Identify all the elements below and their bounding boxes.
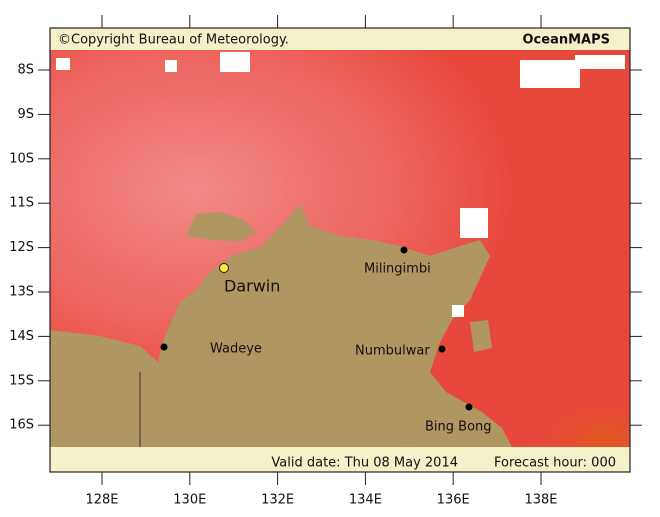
city-marker	[219, 263, 229, 273]
place-label: Milingimbi	[364, 262, 431, 277]
place-marker	[400, 246, 408, 254]
lon-label: 138E	[524, 493, 557, 508]
place-marker	[438, 345, 446, 353]
lat-label: 10S	[9, 151, 34, 166]
lat-label: 15S	[9, 373, 34, 388]
lon-label: 136E	[437, 493, 470, 508]
valid-date: Valid date: Thu 08 May 2014	[271, 456, 458, 471]
lat-label: 9S	[17, 107, 34, 122]
brand: OceanMAPS	[523, 33, 611, 48]
lat-label: 11S	[9, 196, 34, 211]
place-label: Wadeye	[210, 342, 262, 357]
copyright: ©Copyright Bureau of Meteorology.	[58, 33, 289, 48]
places: Darwin Milingimbi Wadeye Numbulwar Bing …	[160, 246, 492, 435]
place-label: Bing Bong	[425, 420, 492, 435]
map-area	[50, 50, 630, 447]
island	[470, 320, 492, 352]
lon-label: 132E	[261, 493, 294, 508]
lon-label: 134E	[349, 493, 382, 508]
island	[186, 212, 256, 242]
land	[50, 204, 512, 447]
place-label: Darwin	[224, 277, 280, 296]
no-data	[56, 52, 625, 317]
place-label: Numbulwar	[355, 344, 430, 359]
lat-label: 8S	[17, 63, 34, 78]
lat-label: 13S	[9, 285, 34, 300]
lat-label: 16S	[9, 418, 34, 433]
lon-label: 128E	[85, 493, 118, 508]
footer-band	[50, 447, 630, 472]
frame	[49, 27, 631, 473]
place-marker	[465, 403, 473, 411]
lat-label: 12S	[9, 240, 34, 255]
header-band	[50, 28, 630, 50]
lat-label: 14S	[9, 329, 34, 344]
forecast-hour: Forecast hour: 000	[494, 456, 616, 471]
lon-label: 130E	[173, 493, 206, 508]
place-marker	[160, 343, 168, 351]
